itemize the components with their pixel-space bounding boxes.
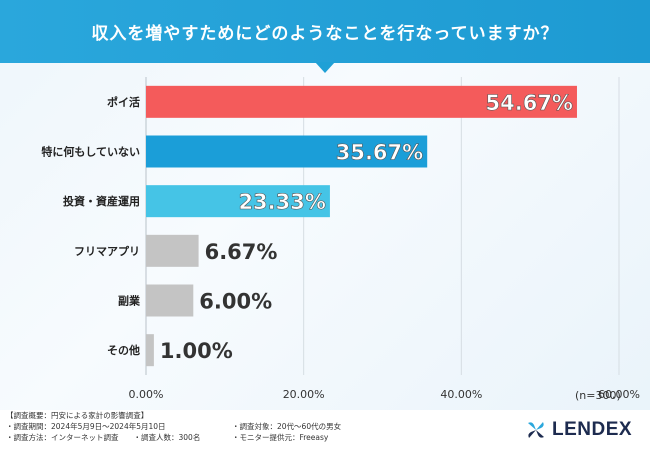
category-label: 投資・資産運用: [63, 194, 140, 208]
x-tick-label: 20.00%: [283, 388, 325, 401]
bar: [146, 135, 428, 168]
title-banner-pointer: [315, 62, 335, 73]
note-row: ・調査期間：2024年5月9日〜2024年5月10日 ・調査対象：20代〜60代の…: [6, 421, 341, 432]
note-text: ・モニター提供元：Freeasy: [232, 433, 329, 442]
data-label: 23.33%: [238, 190, 325, 214]
bar: [146, 234, 199, 267]
chart-title: 収入を増やすためにどのようなことを行なっていますか？: [91, 24, 559, 44]
survey-notes: 【調査概要：円安による家計の影響調査】 ・調査期間：2024年5月9日〜2024…: [6, 410, 341, 443]
lendex-logo: LENDEX: [524, 418, 632, 442]
data-label: 6.00%: [199, 290, 272, 314]
note-text: ・調査期間：2024年5月9日〜2024年5月10日: [6, 422, 166, 431]
category-label: ポイ活: [107, 95, 140, 109]
bar: [146, 334, 154, 367]
sample-size-annotation: (n=300): [575, 389, 621, 402]
note-text: ・調査方法：インターネット調査 ・調査人数：300名: [6, 433, 201, 442]
bar: [146, 85, 577, 118]
data-label: 6.67%: [205, 240, 278, 264]
bar: [146, 284, 194, 317]
category-label: その他: [107, 343, 140, 357]
note-row: 【調査概要：円安による家計の影響調査】: [6, 410, 341, 421]
data-label: 54.67%: [486, 91, 573, 115]
x-tick-label: 0.00%: [129, 388, 164, 401]
data-label: 35.67%: [336, 141, 423, 165]
note-text: 【調査概要：円安による家計の影響調査】: [6, 411, 149, 420]
lendex-logo-icon: [528, 422, 544, 438]
category-label: 副業: [118, 294, 141, 308]
chart-title-banner: 収入を増やすためにどのようなことを行なっていますか？: [0, 0, 650, 63]
category-label: 特に何もしていない: [41, 145, 140, 159]
x-tick-label: 40.00%: [440, 388, 482, 401]
note-text: ・調査対象：20代〜60代の男女: [232, 422, 342, 431]
x-tick-label: 60.00%: [598, 388, 640, 401]
bar: [146, 185, 330, 218]
note-row: ・調査方法：インターネット調査 ・調査人数：300名 ・モニター提供元：Freea…: [6, 432, 341, 443]
data-label: 1.00%: [160, 339, 233, 363]
category-label: フリマアプリ: [74, 244, 140, 258]
survey-footer: [0, 410, 650, 450]
logo-text: LENDEX: [552, 419, 633, 440]
